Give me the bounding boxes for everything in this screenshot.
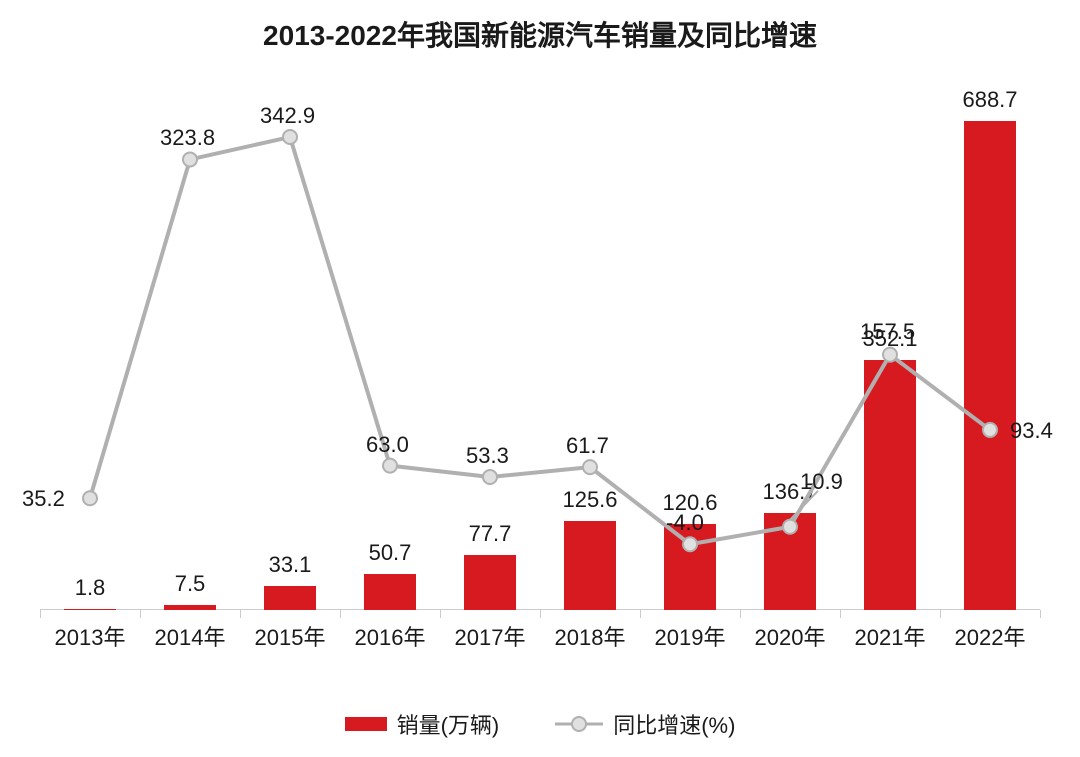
x-tick <box>540 610 541 618</box>
line-marker <box>383 459 397 473</box>
line-value-label: 35.2 <box>22 486 65 512</box>
line-value-label: 93.4 <box>1010 418 1053 444</box>
x-tick-label: 2015年 <box>240 620 340 652</box>
growth-line <box>90 137 990 544</box>
line-marker <box>583 460 597 474</box>
x-tick-label: 2013年 <box>40 620 140 652</box>
x-tick <box>340 610 341 618</box>
x-tick-label: 2020年 <box>740 620 840 652</box>
legend-label: 同比增速(%) <box>613 708 735 740</box>
line-marker <box>683 537 697 551</box>
plot-area: 2013年2014年2015年2016年2017年2018年2019年2020年… <box>40 70 1040 610</box>
x-tick <box>1040 610 1041 618</box>
x-tick <box>240 610 241 618</box>
line-marker <box>783 520 797 534</box>
x-tick <box>740 610 741 618</box>
line-value-label: 63.0 <box>366 432 409 458</box>
x-tick-label: 2018年 <box>540 620 640 652</box>
x-tick <box>940 610 941 618</box>
line-marker <box>983 423 997 437</box>
line-marker <box>183 152 197 166</box>
legend-swatch-line <box>555 717 603 731</box>
chart-root: 2013-2022年我国新能源汽车销量及同比增速 2013年2014年2015年… <box>0 0 1080 757</box>
x-tick <box>840 610 841 618</box>
line-marker <box>883 348 897 362</box>
x-tick <box>640 610 641 618</box>
x-tick-label: 2021年 <box>840 620 940 652</box>
line-value-label: 10.9 <box>800 469 843 495</box>
x-tick-label: 2014年 <box>140 620 240 652</box>
x-tick-label: 2019年 <box>640 620 740 652</box>
line-value-label: 157.5 <box>860 319 915 345</box>
legend-swatch-bar <box>345 717 387 731</box>
x-tick-label: 2022年 <box>940 620 1040 652</box>
line-value-label: 323.8 <box>160 125 215 151</box>
legend-label: 销量(万辆) <box>397 708 500 740</box>
line-value-label: 342.9 <box>260 103 315 129</box>
x-tick-label: 2016年 <box>340 620 440 652</box>
x-tick <box>140 610 141 618</box>
x-tick <box>440 610 441 618</box>
line-value-label: 61.7 <box>566 433 609 459</box>
leader-line <box>790 491 818 520</box>
line-value-label: 53.3 <box>466 443 509 469</box>
line-marker <box>483 470 497 484</box>
line-marker <box>283 130 297 144</box>
legend: 销量(万辆) 同比增速(%) <box>0 708 1080 740</box>
x-tick-label: 2017年 <box>440 620 540 652</box>
x-tick <box>40 610 41 618</box>
line-marker <box>83 491 97 505</box>
chart-title: 2013-2022年我国新能源汽车销量及同比增速 <box>0 14 1080 54</box>
line-value-label: -4.0 <box>666 510 704 536</box>
legend-item: 同比增速(%) <box>555 708 735 740</box>
legend-item: 销量(万辆) <box>345 708 500 740</box>
